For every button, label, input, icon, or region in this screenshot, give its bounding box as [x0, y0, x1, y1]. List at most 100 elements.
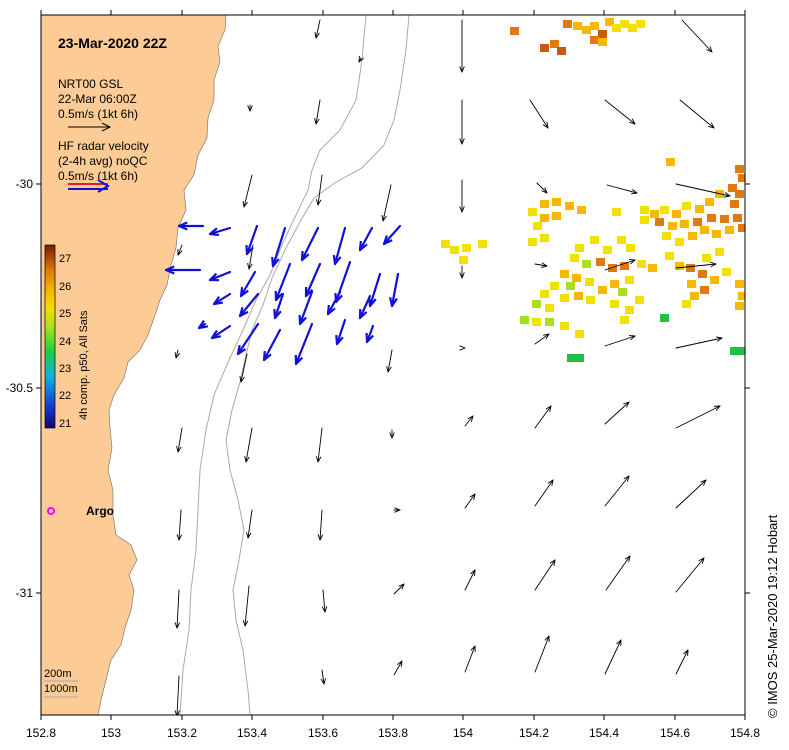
model-scale-arrow — [68, 122, 112, 132]
model-arrow — [604, 335, 636, 347]
sst-cell — [675, 238, 684, 246]
colorbar: 27 26 25 24 23 22 21 4h comp. p50, All S… — [44, 244, 90, 430]
sst-cell — [560, 322, 569, 330]
model-arrow — [177, 244, 183, 256]
model-arrow — [393, 660, 403, 676]
sst-cell — [598, 30, 607, 38]
x-tick-label: 154 — [453, 726, 473, 740]
sst-cell — [586, 296, 595, 304]
model-arrow — [239, 353, 248, 383]
y-axis-labels: -30 -30.5 -31 — [6, 177, 34, 600]
sst-cell — [705, 198, 714, 206]
sst-cell — [560, 270, 569, 278]
sst-cell — [735, 280, 744, 288]
radar-arrow — [212, 292, 232, 306]
sst-cell — [528, 208, 537, 216]
model-arrow — [464, 645, 476, 673]
sst-cell — [598, 38, 607, 46]
sst-cell — [655, 218, 664, 226]
sst-cell — [540, 234, 549, 242]
sst-cell — [575, 330, 584, 338]
model-arrow — [393, 583, 405, 595]
sst-cell — [567, 354, 576, 362]
model-arrow — [679, 99, 715, 129]
sst-cell — [700, 226, 709, 234]
sst-cell — [610, 280, 619, 288]
sst-cell — [672, 210, 681, 218]
model-arrow — [315, 427, 323, 463]
sst-cell — [590, 236, 599, 244]
sst-cell — [650, 210, 659, 218]
model-arrow — [459, 345, 466, 351]
colorbar-gradient — [44, 244, 56, 429]
radar-arrow — [164, 265, 202, 275]
sst-cell — [730, 200, 739, 208]
sst-cell — [720, 215, 729, 223]
sst-cell — [610, 300, 619, 308]
sst-cell — [573, 22, 582, 30]
radar-legend-line1: HF radar velocity — [58, 139, 149, 153]
sst-cell — [640, 216, 649, 224]
sst-cell — [590, 22, 599, 30]
radar-arrow — [239, 270, 257, 298]
radar-legend: HF radar velocity (2-4h avg) noQC 0.5m/s… — [58, 139, 149, 193]
radar-arrow — [208, 270, 232, 282]
sst-cell — [712, 230, 721, 238]
sst-cell — [690, 292, 699, 300]
model-arrow — [176, 427, 183, 453]
sst-cell — [686, 264, 695, 272]
colorbar-tick: 26 — [59, 281, 71, 293]
radar-arrow — [368, 272, 382, 308]
sst-cell — [735, 165, 744, 173]
model-arrow — [459, 265, 465, 279]
sst-cell — [725, 226, 734, 234]
radar-arrow — [274, 262, 292, 302]
sst-cell — [625, 306, 634, 314]
model-arrow — [534, 262, 548, 268]
sst-cell — [693, 218, 702, 226]
sst-cell — [540, 200, 549, 208]
radar-arrow — [358, 226, 374, 252]
sst-cell — [665, 252, 674, 260]
model-arrow — [681, 19, 713, 53]
colorbar-tick: 27 — [59, 253, 71, 265]
sst-cell — [617, 236, 626, 244]
y-tick-label: -31 — [16, 586, 34, 600]
model-current-arrows — [174, 19, 731, 715]
colorbar-tick: 21 — [59, 418, 71, 430]
model-arrow — [675, 479, 707, 509]
sst-cell — [598, 286, 607, 294]
model-arrow — [381, 184, 392, 222]
model-arrow — [315, 174, 323, 206]
model-arrow — [176, 509, 183, 541]
radar-arrow — [326, 290, 342, 316]
sst-cell — [528, 238, 537, 246]
sst-cell — [707, 214, 716, 222]
sst-cell — [608, 264, 617, 272]
sst-cell — [577, 206, 586, 214]
radar-arrow — [365, 324, 375, 344]
colorbar-label: 4h comp. p50, All Sats — [78, 310, 90, 420]
x-tick-label: 154.2 — [519, 726, 549, 740]
sst-cell — [738, 347, 745, 355]
sst-cell — [575, 354, 584, 362]
sst-cell — [738, 224, 745, 232]
sst-cell — [585, 278, 594, 286]
sst-cell — [441, 240, 450, 248]
sst-cell — [540, 214, 549, 222]
sst-cell — [730, 347, 739, 355]
radar-arrow — [382, 224, 402, 246]
model-arrow — [529, 99, 549, 129]
sst-cell — [687, 280, 696, 288]
radar-arrow — [208, 226, 232, 237]
sst-cell — [605, 18, 614, 26]
model-name: NRT00 GSL — [58, 77, 123, 91]
radar-arrow — [177, 221, 205, 231]
model-arrow — [321, 589, 328, 613]
model-arrow — [604, 639, 622, 675]
sst-cell — [695, 205, 704, 213]
hf-radar-arrows — [164, 221, 402, 366]
sst-cell — [637, 260, 646, 268]
colorbar-tick: 24 — [59, 336, 71, 348]
